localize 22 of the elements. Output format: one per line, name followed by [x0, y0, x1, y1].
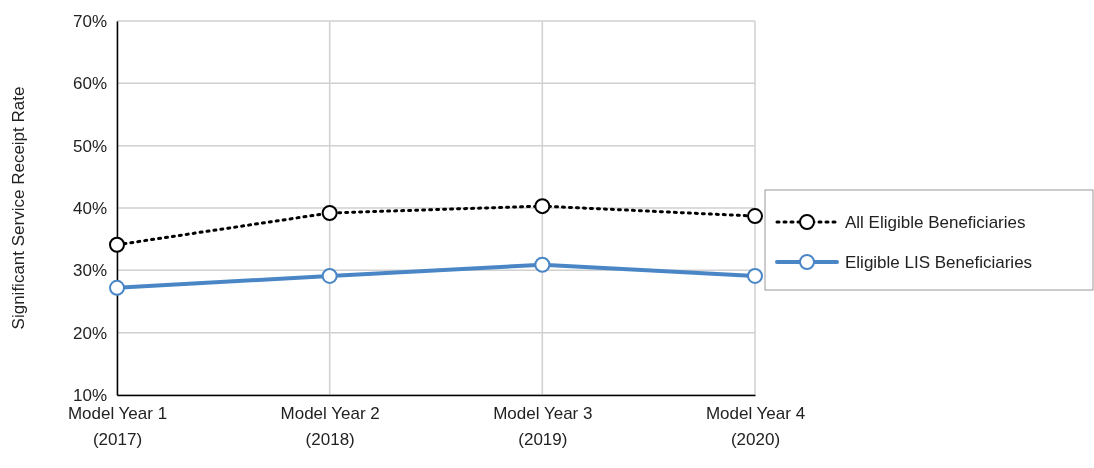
point — [321, 204, 338, 221]
point — [321, 267, 338, 284]
y-tick-label: 40% — [72, 198, 107, 218]
point — [534, 198, 551, 215]
x-tick-label: Model Year 4 (2020) — [705, 404, 806, 449]
point — [109, 236, 125, 253]
y-tick-label: 50% — [72, 136, 107, 156]
legend-label: All Eligible Beneficiaries — [845, 213, 1026, 232]
y-tick-label: 20% — [72, 323, 107, 343]
y-tick-label: 10% — [72, 385, 107, 405]
x-tick-label: Model Year 1 (2017) — [67, 404, 168, 449]
x-tick-label: Model Year 3 (2019) — [493, 404, 593, 449]
y-axis-title: Significant Service Receipt Rate — [9, 86, 28, 330]
y-tick-label: 60% — [72, 74, 107, 94]
y-tick-label: 70% — [72, 11, 107, 31]
point — [109, 279, 125, 296]
point — [534, 256, 551, 273]
y-tick-label: 30% — [72, 261, 107, 281]
point — [747, 267, 763, 284]
legend-label: Eligible LIS Beneficiaries — [845, 253, 1033, 272]
x-tick-label: Model Year 2 (2018) — [280, 404, 380, 449]
point — [747, 208, 763, 225]
